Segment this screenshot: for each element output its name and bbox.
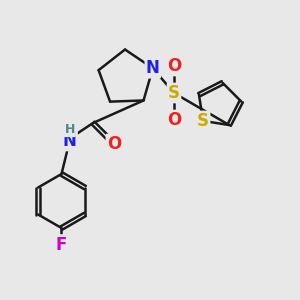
Text: O: O: [107, 135, 121, 153]
Text: S: S: [197, 112, 209, 130]
Text: F: F: [56, 236, 67, 253]
Text: N: N: [146, 59, 160, 77]
Text: H: H: [64, 123, 75, 136]
Text: S: S: [168, 84, 180, 102]
Text: O: O: [167, 111, 181, 129]
Text: O: O: [167, 57, 181, 75]
Text: N: N: [63, 132, 76, 150]
